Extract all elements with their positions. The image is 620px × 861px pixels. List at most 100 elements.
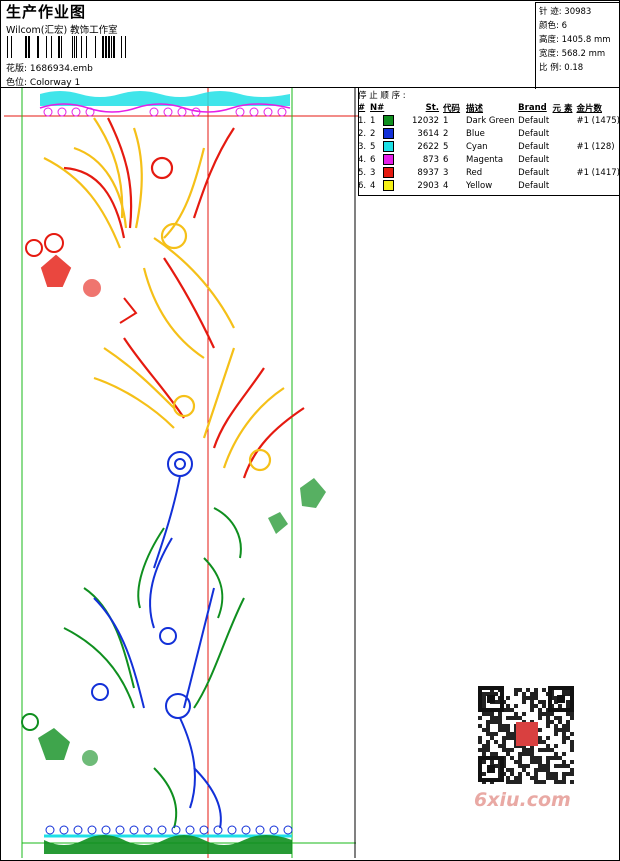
cell-brand-text: Default [518,115,550,126]
qr-module [498,744,502,748]
qr-module [570,744,574,748]
qr-module [538,768,542,772]
qr-module [542,712,546,716]
qr-module [494,740,498,744]
qr-module [510,748,514,752]
barcode-bar [11,36,12,58]
cell-brand: Default [518,114,552,127]
qr-module [526,696,530,700]
barcode-bar [86,36,87,58]
barcode-bar [111,36,112,58]
qr-module [558,704,562,708]
qr-module [494,764,498,768]
qr-module [554,724,558,728]
qr-module [534,756,538,760]
qr-module [566,692,570,696]
cell-desc-text: Red [466,167,483,178]
cell-brand-text: Default [518,141,550,152]
qr-module [570,772,574,776]
qr-module [482,752,486,756]
qr-module [506,728,510,732]
cell-code: 2 [443,127,466,140]
qr-module [538,760,542,764]
qr-module [538,764,542,768]
qr-module [542,748,546,752]
cell-element [553,140,577,153]
cell-brand-text: Default [518,167,550,178]
table-row: 2. 2 3614 2 Blue Default [358,127,620,140]
qr-module [546,776,550,780]
cell-num: 2. [358,127,370,140]
qr-module [542,700,546,704]
qr-module [526,748,530,752]
cell-desc: Dark Green [466,114,518,127]
cell-n-text: 6 [370,155,376,165]
qr-module [538,780,542,784]
qr-module [570,748,574,752]
left-border [0,0,1,861]
table-row: 3. 5 2622 5 Cyan Default #1 (128) [358,140,620,153]
embroidery-preview [4,88,358,858]
qr-module [486,732,490,736]
qr-module [554,780,558,784]
qr-module [530,708,534,712]
qr-module [542,740,546,744]
qr-module [498,712,502,716]
header-divider [0,87,620,88]
qr-module [490,760,494,764]
qr-module [514,780,518,784]
qr-module [518,776,522,780]
qr-module [494,700,498,704]
cell-code: 6 [443,153,466,166]
qr-module [506,696,510,700]
barcode-bar [74,36,75,58]
qr-module [562,728,566,732]
cell-stitches: 2903 [398,179,443,192]
spec-scale: 比 例: 0.18 [539,63,584,73]
cell-num: 1. [358,114,370,127]
stop-sequence-table: # N# St. 代码 描述 Brand 元 素 金片数 1. 1 12032 1 Da… [358,101,620,192]
qr-module [514,712,518,716]
qr-module [546,764,550,768]
qr-module [554,764,558,768]
qr-module [506,716,510,720]
red-flower-left [25,233,138,324]
qr-module [542,768,546,772]
qr-module [558,780,562,784]
qr-module [494,752,498,756]
cell-code: 5 [443,140,466,153]
colorway-value: Colorway 1 [29,78,81,88]
qr-module [526,752,530,756]
cell-code: 1 [443,114,466,127]
qr-module [502,744,506,748]
qr-module [510,780,514,784]
qr-module [538,740,542,744]
qr-module [510,708,514,712]
qr-module [518,756,522,760]
qr-module [514,760,518,764]
top-border [0,0,620,1]
cell-desc: Magenta [466,153,518,166]
color-swatch [383,180,395,191]
qr-module [562,740,566,744]
qr-module [482,712,486,716]
qr-module [542,688,546,692]
qr-module [510,772,514,776]
colorway-label: 色位: [6,78,28,88]
cell-element [553,153,577,166]
qr-module [514,704,518,708]
cell-sequins-text: #1 (128) [576,141,615,152]
qr-module [562,760,566,764]
qr-module [482,744,486,748]
qr-module [530,756,534,760]
qr-module [518,760,522,764]
qr-module [562,692,566,696]
qr-module [490,692,494,696]
qr-module [498,724,502,728]
qr-module [546,748,550,752]
qr-module [534,780,538,784]
qr-module [538,736,542,740]
qr-module [506,752,510,756]
cell-num-text: 4. [358,154,367,165]
qr-module [522,752,526,756]
